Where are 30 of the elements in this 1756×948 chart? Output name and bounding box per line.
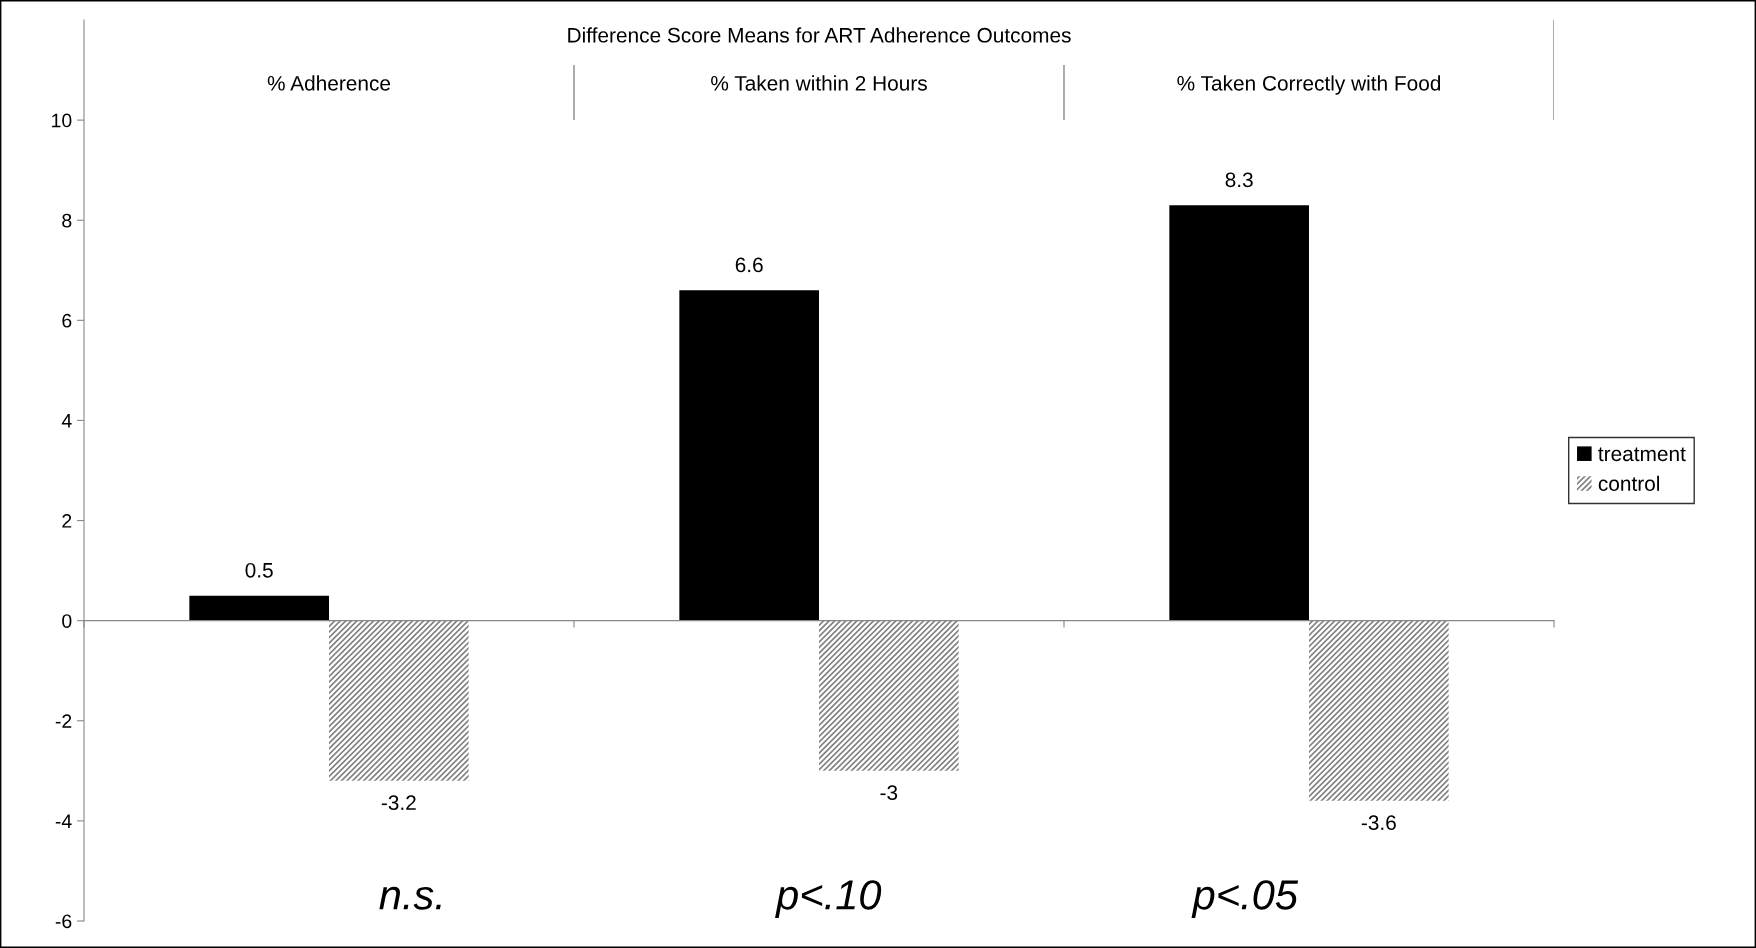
bar [679,290,819,621]
y-tick-label: 10 [52,113,72,128]
y-tick-label: 0 [62,614,72,628]
x-tick-label: % Taken within 2 Hours [711,75,927,91]
y-tick-label: 8 [62,213,72,228]
annotation: p<.05 [1191,880,1299,918]
y-tick-label: -6 [55,914,72,929]
y-tick-label: 6 [62,313,72,328]
y-tick-label: 4 [61,414,72,428]
legend-label: control [1598,475,1659,492]
data-label: 8.3 [1225,172,1253,188]
bar [819,620,959,771]
x-tick-label: % Adherence [267,75,391,91]
bar [1309,620,1449,801]
legend-label: treatment [1598,447,1686,462]
data-label: -3.2 [381,795,416,811]
chart-title: Difference Score Means for ART Adherence Outcomes [568,27,1071,43]
y-tick-label: 2 [62,514,72,528]
bar [329,620,469,781]
y-tick-label: -4 [55,814,72,828]
annotation: n.s. [379,886,441,910]
data-label: 0.5 [245,562,273,578]
y-tick-label: -2 [55,714,72,728]
data-label: -3 [880,785,898,801]
bar [1169,205,1309,621]
x-tick-label: % Taken Correctly with Food [1177,75,1441,95]
bar [189,595,329,621]
annotation: p<.10 [775,880,882,918]
data-label: -3.6 [1361,815,1396,831]
data-label: 6.6 [735,257,763,273]
